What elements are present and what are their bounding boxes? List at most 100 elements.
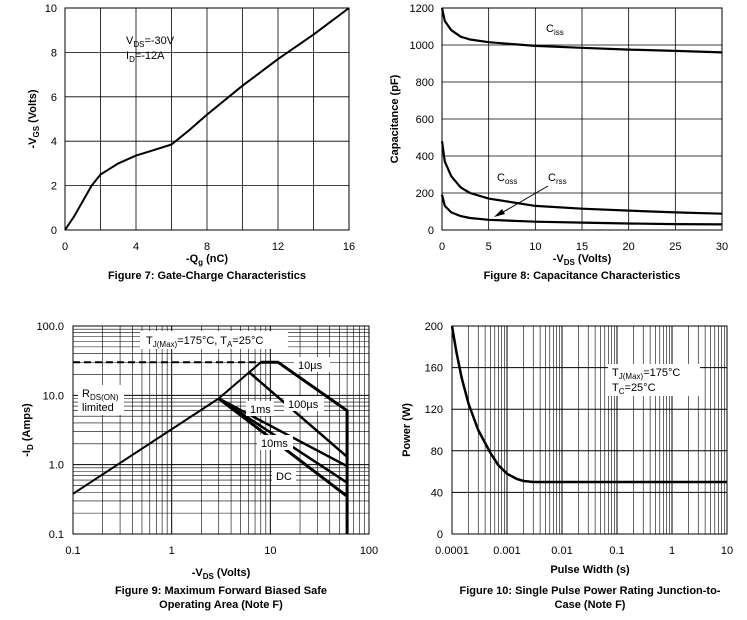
x-tick-label: 5 [486, 241, 492, 253]
y-tick-label: 0 [428, 225, 434, 237]
figure-8-crss-arrowhead [494, 209, 505, 217]
y-tick-label: 10 [45, 3, 57, 15]
figure-7-annotation-id: ID=-12A [126, 50, 165, 64]
y-tick-label: 100.0 [36, 321, 64, 333]
figure-10-caption-line1: Figure 10: Single Pulse Power Rating Jun… [460, 585, 721, 597]
figure-7-ylabel: -VGS (Volts) [27, 89, 41, 148]
figure-10-y-ticks: 0 40 80 120 160 200 [425, 321, 443, 541]
x-tick-label: 100 [360, 545, 378, 557]
figure-9-y-ticks: 0.1 1.0 10.0 100.0 [36, 321, 64, 541]
x-tick-label: 0 [439, 241, 445, 253]
figure-8-curves [440, 7, 723, 226]
figure-8-y-ticks: 0 200 400 600 800 1000 1200 [410, 3, 434, 237]
figure-9-xlabel: -VDS (Volts) [192, 567, 251, 581]
soa-10us-line [260, 360, 349, 534]
soa-1ms-line [218, 397, 348, 468]
y-tick-label: 8 [51, 47, 57, 59]
y-tick-label: 400 [416, 151, 434, 163]
figure-8-capacitance: 0 5 10 15 20 25 30 0 200 400 600 800 1000 1200 Capac… [389, 3, 728, 282]
figure-10-grid [452, 326, 727, 534]
figure-9-label-dc-bg [272, 468, 296, 483]
ciss-curve [440, 7, 723, 54]
figure-7-xlabel: -Qg (nC) [186, 253, 229, 267]
x-tick-label: 20 [623, 241, 635, 253]
figure-10-plot-frame [451, 325, 728, 535]
figure-7-annotation-vds: VDS=-30V [126, 35, 175, 49]
figure-7-x-ticks: 0 4 8 12 16 [62, 241, 355, 253]
figure-9-label-10us-bg [294, 357, 330, 372]
figure-8-crss-arrow [497, 185, 549, 216]
figure-8-plot-frame [441, 7, 723, 231]
figure-9-ylabel: -ID (Amps) [21, 403, 35, 457]
x-tick-label: 10 [529, 241, 541, 253]
coss-curve [440, 141, 723, 215]
figure-10-ylabel: Power (W) [401, 403, 413, 457]
figure-9-annotation-bg [140, 331, 288, 349]
figure-8-xlabel: -VDS (Volts) [553, 253, 612, 267]
figure-9-rds-limited: limited [82, 402, 114, 414]
y-tick-label: 4 [51, 136, 57, 148]
figure-8-caption: Figure 8: Capacitance Characteristics [484, 270, 681, 282]
figure-9-label-10ms-bg [257, 435, 293, 450]
figure-10-annotation-bg [608, 364, 700, 396]
figure-8-x-ticks: 0 5 10 15 20 25 30 [439, 241, 728, 253]
figure-9-label-10us: 10µs [298, 360, 323, 372]
y-tick-label: 600 [416, 114, 434, 126]
x-tick-label: 15 [576, 241, 588, 253]
gate-charge-curve [64, 7, 350, 231]
x-tick-label: 4 [133, 241, 139, 253]
x-tick-label: 8 [204, 241, 210, 253]
x-tick-label: 0.1 [609, 545, 624, 557]
x-tick-label: 12 [272, 241, 284, 253]
figure-10-x-ticks: 0.0001 0.001 0.01 0.1 1 10 [435, 545, 733, 557]
y-tick-label: 6 [51, 92, 57, 104]
y-tick-label: 10.0 [43, 390, 64, 402]
y-tick-label: 200 [425, 321, 443, 333]
y-tick-label: 120 [425, 404, 443, 416]
figure-8-label-crss: Crss [548, 172, 567, 186]
y-tick-label: 0 [437, 529, 443, 541]
figure-7-caption: Figure 7: Gate-Charge Characteristics [108, 270, 306, 282]
figure-9-plot-frame [72, 325, 370, 535]
figure-9-x-ticks: 0.1 1 10 100 [65, 545, 378, 557]
figure-10-caption-line2: Case (Note F) [555, 599, 626, 611]
figure-9-label-1ms: 1ms [250, 404, 271, 416]
y-tick-label: 1.0 [49, 460, 64, 472]
y-tick-label: 160 [425, 363, 443, 375]
x-tick-label: 30 [716, 241, 728, 253]
x-tick-label: 0.01 [551, 545, 572, 557]
soa-100us-line [247, 370, 348, 458]
y-tick-label: 2 [51, 181, 57, 193]
figure-10-curves [450, 325, 727, 484]
figure-8-label-ciss: Ciss [546, 23, 564, 37]
figure-9-rds-bg [78, 385, 124, 415]
figure-7-y-ticks: 0 2 4 6 8 10 [45, 3, 57, 237]
figure-7-curves [64, 7, 350, 231]
figure-7-grid [65, 8, 349, 230]
y-tick-label: 80 [431, 446, 443, 458]
y-tick-label: 1200 [410, 3, 434, 15]
figure-9-label-10ms: 10ms [261, 438, 288, 450]
figure-8-label-coss: Coss [497, 172, 517, 186]
x-tick-label: 0.1 [65, 545, 80, 557]
x-tick-label: 10 [264, 545, 276, 557]
figure-9-label-100us: 100µs [288, 399, 319, 411]
x-tick-label: 16 [343, 241, 355, 253]
y-tick-label: 1000 [410, 40, 434, 52]
figure-7-gate-charge: 0 4 8 12 16 0 2 4 6 8 10 -VGS (Volts) -Qg (nC) VD… [27, 3, 355, 282]
figure-9-caption-line2: Operating Area (Note F) [159, 599, 283, 611]
y-tick-label: 0 [51, 225, 57, 237]
figure-9-label-1ms-bg [246, 401, 274, 416]
y-tick-label: 800 [416, 77, 434, 89]
pulse-power-curve [450, 325, 727, 484]
x-tick-label: 0.0001 [435, 545, 469, 557]
crss-curve [440, 194, 723, 226]
y-tick-label: 0.1 [49, 529, 64, 541]
x-tick-label: 25 [669, 241, 681, 253]
y-tick-label: 200 [416, 188, 434, 200]
figure-7-plot-frame [64, 7, 350, 231]
figure-8-ylabel: Capacitance (pF) [389, 74, 401, 163]
